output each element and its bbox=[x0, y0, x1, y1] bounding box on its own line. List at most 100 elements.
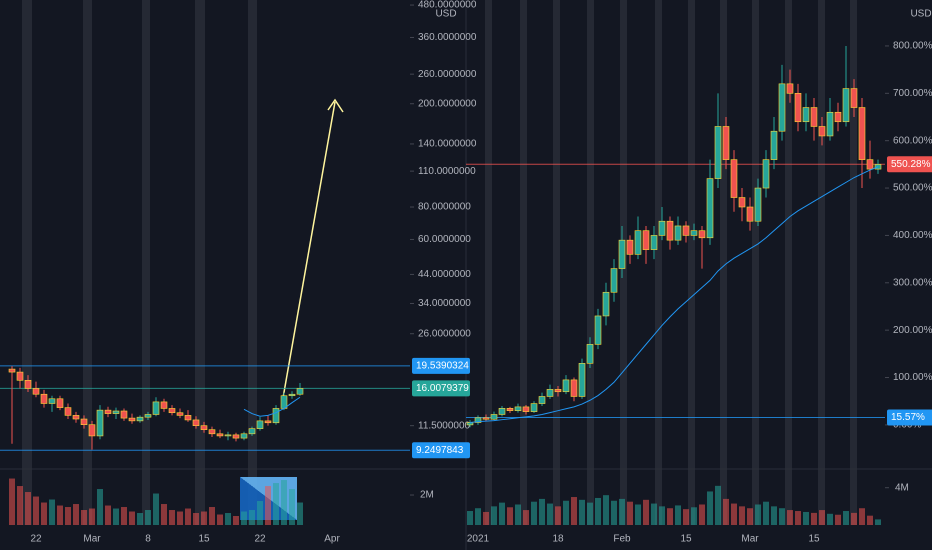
candle-body bbox=[80, 418, 88, 425]
candle-body bbox=[730, 159, 738, 198]
candle-body bbox=[786, 83, 794, 94]
candle-body bbox=[666, 220, 674, 241]
volume-bar bbox=[571, 497, 577, 525]
x-tick-label: 15 bbox=[198, 534, 210, 545]
candle-body bbox=[184, 415, 192, 421]
candle-body bbox=[64, 407, 72, 416]
candle-body bbox=[754, 187, 762, 222]
candle-body bbox=[698, 230, 706, 239]
volume-bar bbox=[675, 505, 681, 525]
candle-body bbox=[586, 344, 594, 364]
candle-body bbox=[866, 159, 874, 170]
moving-average bbox=[469, 166, 879, 424]
candle-body bbox=[176, 412, 184, 416]
volume-bar bbox=[121, 507, 127, 525]
y-tick-label: 80.0000000 bbox=[418, 202, 471, 213]
volume-bar bbox=[81, 510, 87, 525]
volume-bar bbox=[643, 499, 649, 525]
volume-bar bbox=[563, 500, 569, 525]
candle-body bbox=[474, 417, 482, 423]
volume-bar bbox=[507, 507, 513, 525]
y-tick-label: 34.0000000 bbox=[418, 298, 471, 309]
y-tick-label: 400.00% bbox=[893, 230, 932, 241]
y-tick-label: 200.0000000 bbox=[418, 98, 477, 109]
volume-bar bbox=[699, 504, 705, 525]
candle-body bbox=[634, 230, 642, 255]
volume-bar bbox=[875, 519, 881, 525]
moving-average bbox=[243, 396, 301, 417]
candle-body bbox=[168, 408, 176, 414]
candle-body bbox=[538, 396, 546, 404]
candle-body bbox=[690, 230, 698, 236]
volume-bar bbox=[129, 511, 135, 525]
volume-bar bbox=[651, 503, 657, 525]
candle-body bbox=[618, 239, 626, 269]
candle-body bbox=[466, 422, 474, 426]
volume-bar bbox=[17, 486, 23, 525]
candle-body bbox=[216, 433, 224, 437]
x-tick-label: 18 bbox=[552, 534, 564, 545]
session-band bbox=[688, 0, 695, 525]
volume-bar bbox=[787, 510, 793, 525]
volume-bar bbox=[779, 508, 785, 525]
candle-body bbox=[578, 363, 586, 397]
candle-body bbox=[714, 126, 722, 179]
volume-bar bbox=[467, 511, 473, 525]
candle-body bbox=[8, 368, 16, 373]
y-tick-label: 800.00% bbox=[893, 41, 932, 52]
volume-bar bbox=[113, 508, 119, 525]
y-tick-label: 700.00% bbox=[893, 88, 932, 99]
candle-body bbox=[48, 398, 56, 404]
candle-body bbox=[626, 239, 634, 255]
candle-body bbox=[818, 126, 826, 137]
candle-body bbox=[826, 111, 834, 137]
volume-bar bbox=[217, 514, 223, 525]
candle-body bbox=[232, 434, 240, 439]
volume-bar bbox=[515, 504, 521, 525]
volume-bar bbox=[667, 508, 673, 525]
axis-unit: USD bbox=[910, 9, 931, 20]
volume-bar bbox=[595, 497, 601, 525]
candle-body bbox=[610, 268, 618, 293]
volume-bar bbox=[707, 491, 713, 525]
volume-bar bbox=[257, 501, 263, 525]
volume-bar bbox=[859, 508, 865, 525]
volume-bar bbox=[177, 511, 183, 525]
x-tick-label: Apr bbox=[324, 534, 340, 545]
candle-body bbox=[522, 406, 530, 412]
volume-bar bbox=[739, 506, 745, 525]
candle-body bbox=[192, 419, 200, 426]
candle-body bbox=[128, 417, 136, 422]
candle-body bbox=[56, 398, 64, 408]
candle-body bbox=[32, 388, 40, 395]
volume-bar bbox=[289, 489, 295, 525]
arrow-head bbox=[327, 98, 344, 113]
candle-body bbox=[658, 220, 666, 236]
candle-body bbox=[72, 415, 80, 420]
volume-bar bbox=[827, 513, 833, 525]
price-label-box bbox=[887, 409, 932, 426]
price-label-box bbox=[412, 380, 470, 397]
price-label: 15.57% bbox=[891, 412, 925, 423]
volume-bar bbox=[273, 483, 279, 525]
candle-body bbox=[498, 408, 506, 415]
price-label-box bbox=[887, 156, 932, 173]
y-tick-label: 500.00% bbox=[893, 183, 932, 194]
y-tick-label: 60.0000000 bbox=[418, 234, 471, 245]
volume-bar bbox=[161, 504, 167, 525]
session-band bbox=[485, 0, 492, 525]
session-band bbox=[22, 0, 32, 525]
candle-body bbox=[858, 107, 866, 160]
candle-body bbox=[770, 130, 778, 160]
volume-bar bbox=[265, 486, 271, 525]
volume-bar bbox=[835, 514, 841, 525]
volume-bar bbox=[531, 501, 537, 525]
volume-bar bbox=[603, 495, 609, 525]
volume-bar bbox=[97, 489, 103, 525]
y-tick-label: 600.00% bbox=[893, 135, 932, 146]
volume-bar bbox=[57, 505, 63, 525]
candle-body bbox=[16, 371, 24, 381]
y-tick-label: 140.0000000 bbox=[418, 139, 477, 150]
session-band bbox=[818, 0, 825, 525]
